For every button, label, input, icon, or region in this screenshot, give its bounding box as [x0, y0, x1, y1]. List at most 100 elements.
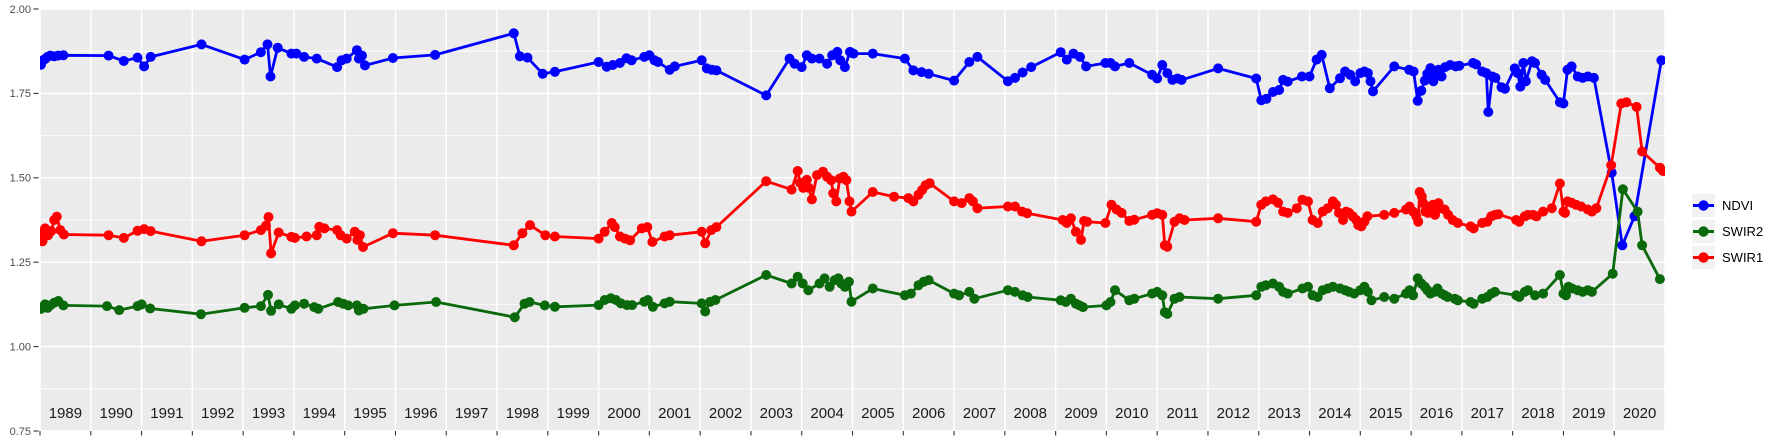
data-point-ndvi	[848, 48, 859, 59]
data-point-ndvi	[1389, 61, 1400, 72]
data-point-ndvi	[1365, 76, 1376, 87]
data-point-swir1	[1621, 97, 1632, 108]
data-point-swir1	[792, 166, 803, 176]
data-point-swir2	[1489, 286, 1500, 297]
data-point-swir2	[843, 276, 854, 287]
data-point-swir2	[145, 303, 156, 314]
x-axis-year-label: 1994	[303, 405, 336, 422]
data-point-swir1	[711, 222, 722, 233]
data-point-swir2	[273, 299, 284, 310]
data-point-ndvi	[360, 60, 370, 71]
data-point-ndvi	[1055, 47, 1066, 58]
data-point-swir1	[387, 228, 398, 239]
x-axis-year-label: 2009	[1064, 405, 1097, 422]
data-point-swir2	[1654, 274, 1665, 285]
data-point-swir1	[196, 236, 207, 247]
data-point-ndvi	[1518, 58, 1529, 68]
data-point-swir2	[1157, 290, 1168, 301]
data-point-swir2	[954, 290, 965, 301]
data-point-ndvi	[839, 62, 850, 73]
data-point-swir1	[263, 212, 274, 222]
data-point-ndvi	[1490, 72, 1501, 83]
data-point-ndvi	[1530, 58, 1540, 68]
data-point-swir1	[1338, 215, 1348, 225]
data-point-swir1	[145, 226, 156, 237]
x-axis-year-label: 2016	[1420, 405, 1453, 422]
data-point-swir2	[263, 289, 273, 300]
data-point-ndvi	[549, 66, 560, 77]
data-point-ndvi	[1251, 73, 1262, 84]
data-point-ndvi	[1304, 71, 1315, 82]
data-point-ndvi	[832, 46, 843, 57]
data-point-swir1	[924, 178, 935, 189]
data-point-ndvi	[430, 49, 441, 60]
x-axis-year-label: 2002	[709, 405, 742, 422]
data-point-swir2	[964, 286, 975, 297]
data-point-ndvi	[1617, 240, 1628, 251]
data-point-swir2	[1078, 302, 1088, 313]
x-axis-year-label: 2010	[1115, 405, 1148, 422]
data-point-swir1	[508, 240, 519, 251]
legend-item-ndvi: NDVI	[1692, 194, 1763, 217]
data-point-ndvi	[669, 61, 680, 72]
data-point-swir1	[1116, 207, 1127, 218]
data-point-ndvi	[1162, 68, 1173, 79]
data-point-swir2	[761, 270, 772, 280]
data-point-ndvi	[1152, 73, 1163, 84]
data-point-swir1	[647, 236, 658, 247]
data-point-swir2	[1303, 281, 1313, 292]
data-point-swir1	[1179, 215, 1190, 225]
data-point-swir2	[431, 297, 442, 307]
data-point-ndvi	[867, 48, 878, 59]
data-point-swir1	[956, 198, 967, 209]
data-point-swir2	[1110, 285, 1120, 296]
data-point-swir2	[696, 298, 707, 309]
data-point-swir2	[1632, 206, 1643, 217]
data-point-swir1	[273, 227, 284, 238]
data-point-ndvi	[1408, 66, 1419, 77]
data-point-swir1	[1070, 226, 1081, 237]
data-point-ndvi	[145, 51, 156, 62]
data-point-ndvi	[1176, 74, 1187, 85]
data-point-ndvi	[972, 51, 983, 62]
data-point-swir1	[261, 220, 271, 231]
data-point-swir1	[1606, 160, 1617, 171]
x-axis-year-label: 1992	[201, 405, 234, 422]
data-point-ndvi	[341, 53, 352, 64]
data-point-ndvi	[1566, 61, 1577, 72]
data-point-ndvi	[814, 53, 825, 64]
data-point-swir2	[1554, 270, 1565, 280]
data-point-swir2	[846, 296, 857, 307]
x-axis-year-label: 2003	[760, 405, 793, 422]
data-point-swir1	[341, 233, 352, 244]
data-point-ndvi	[537, 68, 548, 79]
y-axis-tick-label: 1.50	[10, 173, 31, 185]
data-point-swir1	[1538, 206, 1549, 217]
data-point-swir1	[828, 188, 839, 199]
data-point-swir1	[289, 232, 300, 243]
data-point-swir2	[1452, 295, 1463, 306]
y-axis-tick-label: 1.00	[10, 341, 31, 353]
data-point-swir1	[1082, 216, 1093, 227]
data-point-swir2	[1637, 240, 1648, 251]
data-point-swir2	[509, 312, 520, 323]
data-point-ndvi	[255, 47, 266, 58]
data-point-swir1	[118, 232, 129, 243]
data-point-swir1	[1022, 208, 1033, 219]
x-axis-year-label: 2013	[1267, 405, 1300, 422]
data-point-swir1	[1312, 218, 1323, 228]
data-point-swir1	[266, 248, 277, 259]
data-point-ndvi	[1512, 68, 1523, 79]
data-point-ndvi	[1274, 85, 1285, 95]
x-axis-year-label: 1989	[49, 405, 82, 422]
data-point-swir1	[430, 230, 441, 241]
data-point-swir1	[1493, 209, 1504, 220]
data-point-swir1	[700, 238, 711, 249]
series-swir2	[40, 184, 1665, 323]
data-point-ndvi	[58, 50, 69, 61]
data-point-swir2	[136, 299, 147, 310]
data-point-swir2	[1389, 293, 1400, 304]
data-point-ndvi	[806, 53, 817, 64]
data-point-ndvi	[1124, 58, 1135, 68]
data-point-swir2	[786, 278, 797, 289]
